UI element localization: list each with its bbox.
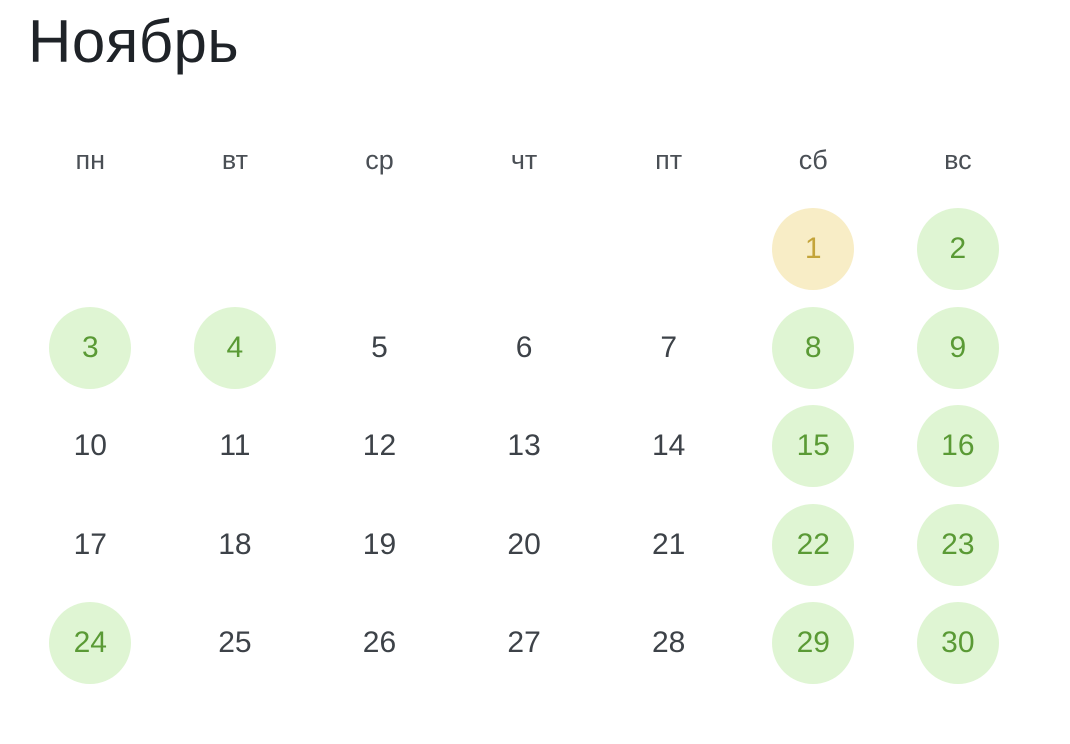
day-cell: 18	[163, 496, 308, 595]
day-10[interactable]: 10	[73, 429, 107, 463]
day-cell: 1	[741, 200, 886, 299]
day-7[interactable]: 7	[660, 330, 678, 364]
day-cell: 22	[741, 496, 886, 595]
day-cell: 2	[886, 200, 1031, 299]
day-1[interactable]: 1	[772, 208, 855, 291]
day-cell: 21	[596, 496, 741, 595]
day-cell: 19	[307, 496, 452, 595]
day-cell	[163, 200, 308, 299]
day-5[interactable]: 5	[371, 330, 388, 364]
empty-day	[628, 208, 710, 290]
day-21[interactable]: 21	[651, 527, 686, 561]
day-23[interactable]: 23	[916, 503, 999, 586]
day-2[interactable]: 2	[916, 208, 999, 291]
weekday-fri: пт	[655, 145, 683, 175]
day-grid: 1 2 3 4 5 6 7 8 9 10 11 12 13 14 15 16 17 18 19 20 21 22 23 24 2…	[18, 200, 1032, 693]
day-3[interactable]: 3	[49, 306, 132, 389]
month-title: Ноябрь	[28, 8, 240, 75]
day-24[interactable]: 24	[49, 602, 132, 685]
empty-day	[483, 208, 565, 290]
day-cell: 24	[18, 594, 163, 693]
day-cell: 14	[596, 397, 741, 496]
empty-day	[49, 208, 131, 290]
day-cell: 23	[886, 496, 1031, 595]
day-11[interactable]: 11	[219, 429, 251, 463]
day-12[interactable]: 12	[362, 429, 397, 463]
day-17[interactable]: 17	[73, 527, 107, 561]
day-cell: 8	[741, 299, 886, 398]
day-4[interactable]: 4	[193, 306, 276, 389]
day-27[interactable]: 27	[507, 626, 541, 660]
empty-day	[338, 208, 420, 290]
day-cell: 9	[886, 299, 1031, 398]
day-18[interactable]: 18	[218, 527, 252, 561]
day-29[interactable]: 29	[772, 602, 855, 685]
day-cell: 26	[307, 594, 452, 693]
weekday-wed: ср	[365, 145, 394, 175]
day-6[interactable]: 6	[515, 330, 533, 364]
day-cell: 11	[163, 397, 308, 496]
day-8[interactable]: 8	[772, 306, 855, 389]
day-cell: 29	[741, 594, 886, 693]
day-30[interactable]: 30	[916, 602, 999, 685]
day-28[interactable]: 28	[651, 626, 686, 660]
day-cell	[452, 200, 597, 299]
day-20[interactable]: 20	[507, 527, 541, 561]
day-19[interactable]: 19	[362, 527, 397, 561]
weekday-sun: вс	[944, 145, 972, 175]
day-9[interactable]: 9	[916, 306, 999, 389]
day-cell	[18, 200, 163, 299]
day-cell: 15	[741, 397, 886, 496]
day-14[interactable]: 14	[651, 429, 686, 463]
empty-day	[194, 208, 276, 290]
day-22[interactable]: 22	[772, 503, 855, 586]
day-cell: 17	[18, 496, 163, 595]
day-cell: 12	[307, 397, 452, 496]
weekday-mon: пн	[75, 145, 106, 175]
day-26[interactable]: 26	[362, 626, 397, 660]
day-cell: 30	[886, 594, 1031, 693]
day-cell	[596, 200, 741, 299]
day-cell: 16	[886, 397, 1031, 496]
weekday-sat: сб	[798, 145, 828, 175]
day-cell: 10	[18, 397, 163, 496]
day-cell: 6	[452, 299, 597, 398]
day-cell: 13	[452, 397, 597, 496]
day-13[interactable]: 13	[507, 429, 541, 463]
day-cell: 20	[452, 496, 597, 595]
day-cell: 5	[307, 299, 452, 398]
weekday-header-row: пн вт ср чт пт сб вс	[18, 120, 1032, 200]
day-25[interactable]: 25	[218, 626, 252, 660]
weekday-tue: вт	[221, 145, 248, 175]
day-cell: 27	[452, 594, 597, 693]
day-cell	[307, 200, 452, 299]
weekday-thu: чт	[510, 145, 538, 175]
day-cell: 7	[596, 299, 741, 398]
day-cell: 25	[163, 594, 308, 693]
calendar: пн вт ср чт пт сб вс 1 2 3 4 5 6 7 8 9 10 11 12 13 14…	[18, 120, 1032, 693]
day-15[interactable]: 15	[772, 405, 855, 488]
day-16[interactable]: 16	[916, 405, 999, 488]
day-cell: 3	[18, 299, 163, 398]
day-cell: 28	[596, 594, 741, 693]
day-cell: 4	[163, 299, 308, 398]
